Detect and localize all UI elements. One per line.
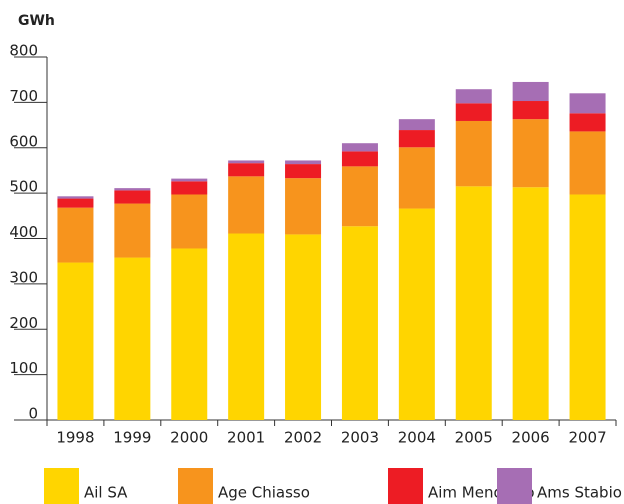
bar-segment bbox=[285, 164, 322, 179]
y-tick-label: 300 bbox=[9, 268, 38, 286]
bar-segment bbox=[114, 203, 151, 258]
bar-segment bbox=[114, 190, 151, 204]
bar-segment bbox=[455, 89, 492, 104]
y-tick-label: 100 bbox=[9, 359, 38, 377]
bar-segment bbox=[455, 120, 492, 187]
bar-segment bbox=[512, 81, 549, 102]
x-tick-label: 2002 bbox=[284, 429, 322, 447]
y-tick-label: 700 bbox=[9, 87, 38, 105]
bar-segment bbox=[57, 207, 94, 263]
y-tick-label: 600 bbox=[9, 132, 38, 150]
bar-segment bbox=[455, 103, 492, 121]
bar-segment bbox=[57, 262, 94, 420]
x-tick-label: 1999 bbox=[113, 429, 151, 447]
x-tick-label: 2006 bbox=[512, 429, 550, 447]
bar-segment bbox=[171, 181, 208, 195]
bar-segment bbox=[341, 143, 378, 152]
legend-swatch bbox=[44, 468, 79, 504]
bar-segment bbox=[114, 257, 151, 420]
x-tick-label: 1998 bbox=[56, 429, 94, 447]
bar-segment bbox=[398, 147, 435, 209]
bar-segment bbox=[285, 178, 322, 235]
x-tick-label: 2001 bbox=[227, 429, 265, 447]
bar-segment bbox=[569, 113, 606, 132]
bar-segment bbox=[341, 151, 378, 167]
legend-label: Age Chiasso bbox=[218, 484, 310, 502]
bar-segment bbox=[455, 186, 492, 420]
bar-segment bbox=[285, 160, 322, 165]
y-axis-label: GWh bbox=[18, 13, 55, 29]
bar-segment bbox=[512, 101, 549, 120]
bar-segment bbox=[398, 130, 435, 148]
bar-segment bbox=[228, 160, 265, 164]
bar-segment bbox=[171, 248, 208, 420]
bar-segment bbox=[569, 131, 606, 195]
bar-segment bbox=[57, 196, 94, 199]
legend-swatch bbox=[388, 468, 423, 504]
legend-swatch bbox=[497, 468, 532, 504]
bar-segment bbox=[569, 194, 606, 420]
bar-segment bbox=[114, 188, 151, 191]
legend-swatch bbox=[178, 468, 213, 504]
bar-segment bbox=[398, 208, 435, 420]
bar-segment bbox=[171, 178, 208, 182]
bar-segment bbox=[512, 119, 549, 188]
bar-segment bbox=[341, 166, 378, 227]
y-tick-label: 500 bbox=[9, 178, 38, 196]
bar-segment bbox=[228, 233, 265, 420]
x-tick-label: 2005 bbox=[455, 429, 493, 447]
x-tick-label: 2007 bbox=[568, 429, 606, 447]
x-tick-label: 2000 bbox=[170, 429, 208, 447]
y-tick-label: 0 bbox=[28, 405, 38, 423]
x-tick-label: 2003 bbox=[341, 429, 379, 447]
legend-label: Ail SA bbox=[84, 484, 128, 502]
x-tick-label: 2004 bbox=[398, 429, 436, 447]
bar-segment bbox=[512, 187, 549, 420]
bar-segment bbox=[171, 194, 208, 249]
y-tick-label: 800 bbox=[9, 42, 38, 60]
bar-segment bbox=[228, 163, 265, 177]
y-tick-label: 200 bbox=[9, 314, 38, 332]
y-tick-label: 400 bbox=[9, 223, 38, 241]
bar-segment bbox=[569, 93, 606, 114]
bar-segment bbox=[285, 234, 322, 420]
legend-label: Ams Stabio bbox=[537, 484, 622, 502]
bar-segment bbox=[398, 119, 435, 131]
bar-segment bbox=[57, 198, 94, 208]
bar-segment bbox=[341, 226, 378, 420]
bar-segment bbox=[228, 176, 265, 234]
